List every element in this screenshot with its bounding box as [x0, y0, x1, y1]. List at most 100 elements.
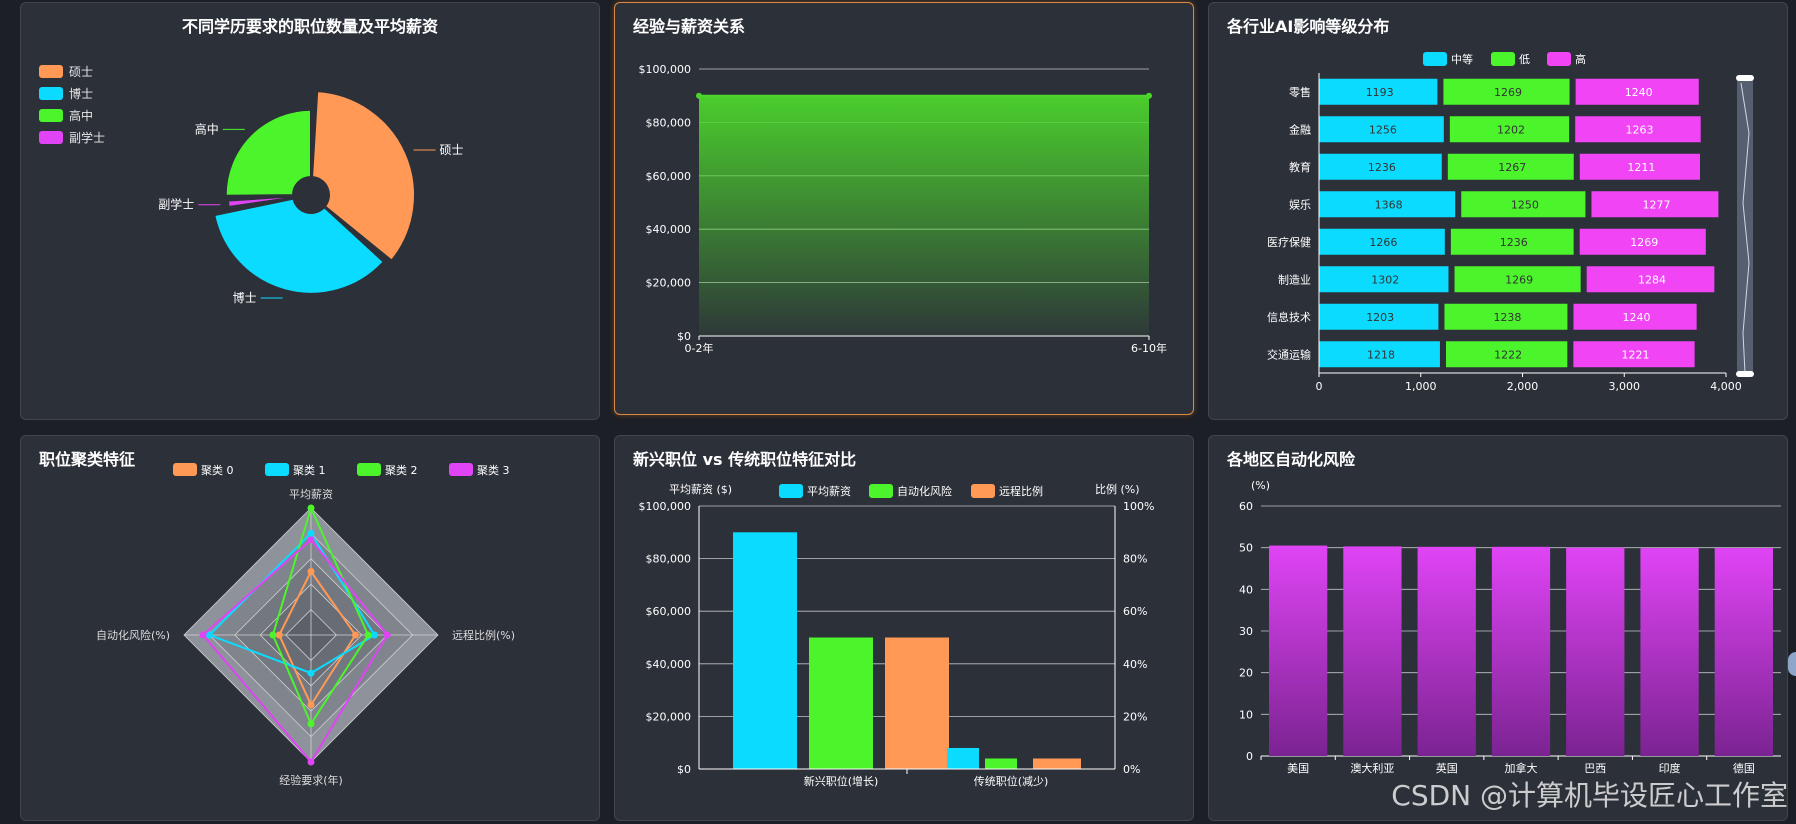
y-tick-label: 10: [1239, 708, 1253, 721]
radar-axis-label: 自动化风险(%): [96, 628, 170, 642]
bar-segment: [1573, 303, 1697, 330]
bar-segment: [1461, 191, 1586, 218]
bar: [733, 532, 797, 769]
bar: [1491, 546, 1551, 756]
bar-segment: [1319, 266, 1449, 293]
legend-label: 自动化风险: [897, 484, 952, 498]
category-label: 零售: [1289, 85, 1311, 99]
radar-point: [371, 631, 378, 639]
category-label: 教育: [1289, 160, 1311, 174]
bar-segment: [1445, 341, 1568, 368]
region-bar-chart: (%) 0 10 20 30 40 50 60 美国 澳大利亚 英国 加拿大 巴西 印度 德国: [1239, 479, 1781, 775]
bar-value-label: 1256: [1369, 123, 1397, 136]
x-tick-label: 1,000: [1405, 380, 1437, 393]
legend-label: 聚类 3: [477, 463, 510, 477]
bar-segment: [1591, 191, 1719, 218]
legend-swatch: [357, 463, 381, 476]
radar-point: [307, 701, 315, 709]
bar-value-label: 1240: [1623, 311, 1651, 324]
y2-tick-label: 80%: [1123, 553, 1147, 566]
bar-value-label: 1193: [1366, 86, 1394, 99]
x-tick-label: 6-10年: [1131, 341, 1167, 355]
pie-label: 高中: [195, 121, 219, 136]
bar-value-label: 1267: [1498, 161, 1526, 174]
radar-point: [307, 529, 315, 537]
bar-segment: [1454, 266, 1581, 293]
bar-value-label: 1203: [1366, 311, 1394, 324]
y2-tick-label: 0%: [1123, 763, 1140, 776]
bar-value-label: 1236: [1500, 236, 1528, 249]
csdn-watermark: CSDN @计算机毕设匠心工作室: [1391, 779, 1788, 812]
radar-point: [199, 631, 207, 639]
radar-point: [307, 758, 315, 766]
bar-value-label: 1202: [1497, 123, 1525, 136]
bar-segment: [1586, 266, 1715, 293]
scroll-indicator[interactable]: [1788, 652, 1796, 676]
bar-value-label: 1211: [1627, 161, 1655, 174]
y-tick-label: 20: [1239, 667, 1253, 680]
legend-label: 低: [1519, 53, 1530, 66]
legend-swatch: [173, 463, 197, 476]
bar-segment: [1319, 191, 1456, 218]
legend-swatch: [265, 463, 289, 476]
legend-swatch: [971, 484, 995, 498]
y2-tick-label: 20%: [1123, 710, 1147, 723]
legend-label: 远程比例: [999, 484, 1043, 498]
legend-label: 中等: [1451, 52, 1473, 66]
bar-value-label: 1368: [1375, 198, 1403, 211]
legend-swatch: [39, 87, 63, 100]
legend-label: 硕士: [69, 65, 93, 79]
new-vs-traditional-bar-chart: 平均薪资 ($) 比例 (%) 平均薪资 自动化风险 远程比例 $0 0% $20,000 20…: [639, 482, 1155, 788]
bar: [1714, 548, 1773, 756]
category-label: 医疗保健: [1267, 235, 1311, 249]
radar-point: [307, 504, 315, 512]
pie-label: 博士: [233, 290, 257, 305]
radar-axis-label: 平均薪资: [289, 488, 333, 501]
pie-slice: [226, 195, 295, 209]
bar-segment: [1573, 341, 1695, 368]
category-label: 娱乐: [1289, 197, 1311, 211]
bar: [885, 637, 949, 769]
category-label: 制造业: [1278, 272, 1311, 286]
bar-segment: [1450, 228, 1574, 255]
panel-new-vs-traditional: 新兴职位 vs 传统职位特征对比 平均薪资 ($) 比例 (%) 平均薪资 自动化风险…: [614, 435, 1194, 821]
bar-segment: [1319, 78, 1438, 105]
x-tick-label: 0: [1316, 380, 1323, 393]
legend-swatch: [39, 65, 63, 78]
bar-value-label: 1250: [1511, 198, 1539, 211]
y-tick-label: $20,000: [646, 277, 692, 290]
y2-tick-label: 60%: [1123, 605, 1147, 618]
y-tick-label: 60: [1239, 500, 1253, 513]
legend-swatch: [1547, 52, 1571, 66]
bar: [1269, 545, 1328, 756]
bar-segment: [1444, 303, 1568, 330]
radar-point: [364, 631, 372, 639]
radar-axis-label: 经验要求(年): [279, 773, 343, 787]
category-label: 信息技术: [1267, 310, 1311, 324]
y-tick-label: $100,000: [639, 500, 692, 513]
bar-value-label: 1222: [1494, 348, 1522, 361]
panel-title: 各地区自动化风险: [1227, 450, 1356, 469]
y-tick-label: $100,000: [639, 63, 692, 76]
y-tick-label: $80,000: [646, 116, 692, 129]
legend-swatch: [449, 463, 473, 476]
bar-segment: [1575, 78, 1699, 105]
bar-segment: [1319, 341, 1440, 368]
y-axis-title: (%): [1251, 479, 1270, 492]
bar-value-label: 1302: [1371, 273, 1399, 286]
bar: [985, 758, 1017, 769]
bar-segment: [1319, 153, 1442, 180]
bar-value-label: 1238: [1493, 311, 1521, 324]
category-label: 交通运输: [1267, 347, 1311, 361]
bar-segment: [1579, 228, 1706, 255]
radar-axis-label: 远程比例(%): [452, 628, 515, 642]
legend-swatch: [1491, 52, 1515, 66]
panel-cluster-radar: 职位聚类特征 聚类 0 聚类 1 聚类 2 聚类 3 平均薪资 远程比例(%) 经验要求(年…: [20, 435, 600, 821]
bar: [809, 637, 873, 769]
radar-point: [205, 631, 213, 639]
y-tick-label: 0: [1246, 750, 1253, 763]
panel-title: 不同学历要求的职位数量及平均薪资: [181, 17, 438, 36]
zoom-slider-shadow: [1740, 82, 1750, 374]
bar-value-label: 1266: [1369, 236, 1397, 249]
